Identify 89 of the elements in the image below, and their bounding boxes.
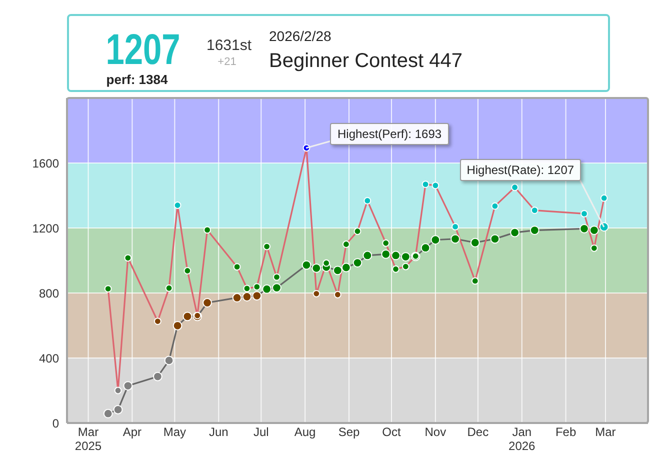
text: +21 bbox=[218, 56, 236, 68]
x-tick-label: Sep bbox=[338, 425, 360, 439]
point bbox=[452, 223, 459, 230]
point bbox=[114, 386, 122, 394]
y-tick-label: 400 bbox=[38, 351, 60, 366]
point bbox=[204, 226, 211, 234]
point bbox=[364, 197, 372, 204]
point bbox=[400, 252, 410, 262]
point bbox=[124, 254, 132, 262]
y-tick-label: 800 bbox=[38, 286, 60, 300]
point bbox=[242, 292, 252, 302]
point bbox=[243, 284, 251, 292]
point bbox=[491, 202, 499, 210]
point bbox=[233, 263, 241, 271]
point bbox=[253, 283, 261, 291]
point bbox=[165, 284, 173, 292]
point bbox=[590, 244, 598, 252]
point bbox=[103, 408, 113, 418]
point bbox=[202, 298, 212, 308]
point bbox=[354, 228, 362, 235]
text: 1207 bbox=[106, 26, 180, 74]
annotation: Highest(Perf): 1693 bbox=[330, 122, 449, 145]
x-tick-label: Jul bbox=[253, 425, 269, 439]
y-tick-label: 1200 bbox=[32, 221, 60, 236]
x-tick-label: Mar bbox=[595, 425, 616, 439]
x-tick-label: May bbox=[163, 425, 186, 439]
y-tick-label: 1600 bbox=[32, 156, 60, 170]
point bbox=[600, 194, 608, 202]
point bbox=[392, 265, 400, 273]
x-tick-label: Aug bbox=[294, 425, 316, 439]
point bbox=[589, 226, 599, 235]
point bbox=[252, 291, 262, 300]
x-tick-label: Mar 2025 bbox=[74, 425, 102, 452]
x-tick-label: Jan 2026 bbox=[508, 425, 536, 452]
point bbox=[312, 290, 320, 298]
x-tick-label: Jun bbox=[208, 425, 228, 439]
x-tick-label: Nov bbox=[424, 425, 446, 439]
point bbox=[381, 249, 391, 259]
point bbox=[322, 259, 330, 267]
point bbox=[152, 372, 162, 382]
x-tick-label: Oct bbox=[382, 425, 402, 439]
point bbox=[154, 318, 162, 325]
point bbox=[164, 356, 174, 366]
text: perf: 1384 bbox=[106, 72, 168, 87]
point bbox=[471, 277, 479, 285]
y-tick-label: 0 bbox=[52, 416, 60, 430]
point bbox=[450, 234, 460, 244]
point bbox=[391, 250, 400, 260]
point bbox=[172, 320, 182, 330]
point bbox=[263, 242, 271, 250]
point bbox=[184, 267, 192, 274]
point bbox=[232, 293, 242, 302]
point bbox=[530, 206, 538, 214]
point bbox=[113, 404, 123, 414]
point bbox=[272, 283, 282, 292]
point bbox=[510, 228, 520, 238]
point bbox=[490, 234, 500, 244]
text: 1631st bbox=[206, 37, 252, 54]
point bbox=[420, 243, 430, 253]
point bbox=[174, 202, 182, 209]
point bbox=[182, 312, 192, 322]
point bbox=[402, 262, 410, 270]
point bbox=[530, 226, 540, 235]
point bbox=[302, 260, 312, 270]
point bbox=[430, 235, 440, 245]
point bbox=[580, 224, 589, 234]
point bbox=[273, 273, 280, 281]
point bbox=[312, 263, 322, 273]
x-tick-label: Feb bbox=[555, 425, 576, 439]
point bbox=[362, 250, 372, 260]
point bbox=[422, 180, 430, 188]
point bbox=[262, 284, 272, 294]
annotation: Highest(Rate): 1207 bbox=[460, 158, 582, 181]
text: 2026/2/28 bbox=[269, 28, 332, 44]
x-tick-label: Apr bbox=[122, 425, 142, 439]
point bbox=[382, 239, 390, 247]
point bbox=[470, 238, 480, 248]
point bbox=[104, 285, 112, 292]
point bbox=[123, 381, 133, 390]
point bbox=[334, 290, 342, 298]
point bbox=[580, 210, 588, 218]
point bbox=[511, 184, 518, 192]
point bbox=[341, 262, 351, 272]
point bbox=[342, 240, 350, 248]
x-tick-label: Dec bbox=[467, 425, 489, 439]
point bbox=[332, 266, 342, 276]
point bbox=[352, 258, 362, 268]
text: Beginner Contest 447 bbox=[269, 50, 462, 72]
point bbox=[432, 182, 440, 190]
